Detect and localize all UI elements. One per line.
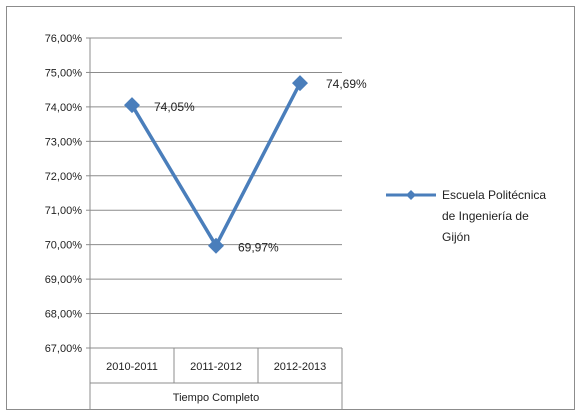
legend-marker	[406, 190, 416, 200]
y-tick-label: 74,00%	[45, 102, 83, 114]
x-tick-label: 2010-2011	[106, 361, 158, 373]
y-tick-label: 72,00%	[45, 171, 83, 183]
data-label: 74,69%	[326, 77, 367, 91]
data-label: 69,97%	[238, 241, 279, 255]
y-tick-label: 75,00%	[45, 67, 83, 79]
y-tick-label: 71,00%	[45, 205, 83, 217]
y-tick-label: 69,00%	[45, 274, 83, 286]
x-tick-label: 2012-2013	[274, 361, 327, 373]
x-tick-label: 2011-2012	[190, 361, 242, 373]
gridlines	[90, 37, 342, 349]
data-label: 74,05%	[154, 100, 195, 114]
x-axis: 2010-2011 2011-2012 2012-2013	[89, 348, 343, 410]
y-axis: 67,00% 68,00% 69,00% 70,00% 71,00% 72,00% 73,0…	[45, 33, 91, 355]
data-point-marker	[124, 97, 140, 114]
data-point-marker	[292, 75, 308, 92]
legend-label: Gijón	[442, 230, 470, 244]
y-tick-label: 73,00%	[45, 136, 83, 148]
y-tick-label: 67,00%	[45, 343, 83, 355]
chart-frame	[6, 6, 575, 410]
series-group: 74,05% 69,97% 74,69%	[124, 75, 367, 255]
x-axis-label: Tiempo Completo	[173, 392, 259, 404]
y-tick-label: 68,00%	[45, 309, 83, 321]
legend-label: Escuela Politécnica	[442, 188, 546, 202]
legend-label: de Ingeniería de	[442, 209, 529, 223]
data-point-marker	[208, 237, 224, 254]
y-tick-label: 76,00%	[45, 33, 83, 45]
legend: Escuela Politécnica de Ingeniería de Gijón	[386, 188, 546, 244]
y-tick-label: 70,00%	[45, 240, 83, 252]
